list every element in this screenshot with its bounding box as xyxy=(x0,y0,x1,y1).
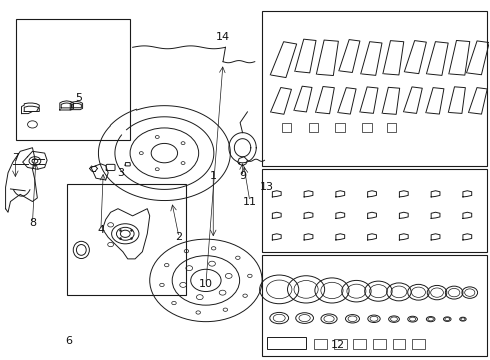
Text: 6: 6 xyxy=(66,336,73,346)
Bar xyxy=(262,12,487,166)
Text: 7: 7 xyxy=(12,153,19,163)
Bar xyxy=(67,184,186,295)
Text: 12: 12 xyxy=(331,340,345,350)
Bar xyxy=(373,338,386,348)
Bar xyxy=(335,123,345,132)
Bar xyxy=(412,338,425,348)
Bar xyxy=(387,123,396,132)
Bar xyxy=(282,123,292,132)
Bar xyxy=(262,255,487,356)
Bar xyxy=(362,123,372,132)
Bar xyxy=(309,123,318,132)
Bar xyxy=(392,338,405,348)
Text: 4: 4 xyxy=(98,225,104,235)
Text: 13: 13 xyxy=(260,182,274,192)
Text: 5: 5 xyxy=(75,93,82,103)
Bar xyxy=(353,338,366,348)
Text: 10: 10 xyxy=(199,279,213,289)
Bar xyxy=(16,19,130,140)
Text: 8: 8 xyxy=(29,218,36,228)
Text: 14: 14 xyxy=(216,32,230,41)
Bar xyxy=(262,169,487,252)
Text: 2: 2 xyxy=(175,232,183,242)
Text: 3: 3 xyxy=(117,168,124,178)
Text: 9: 9 xyxy=(239,171,246,181)
Bar xyxy=(267,337,306,349)
Bar xyxy=(334,338,346,348)
Text: 11: 11 xyxy=(243,197,257,207)
Text: 1: 1 xyxy=(210,171,217,181)
Bar xyxy=(315,338,327,348)
